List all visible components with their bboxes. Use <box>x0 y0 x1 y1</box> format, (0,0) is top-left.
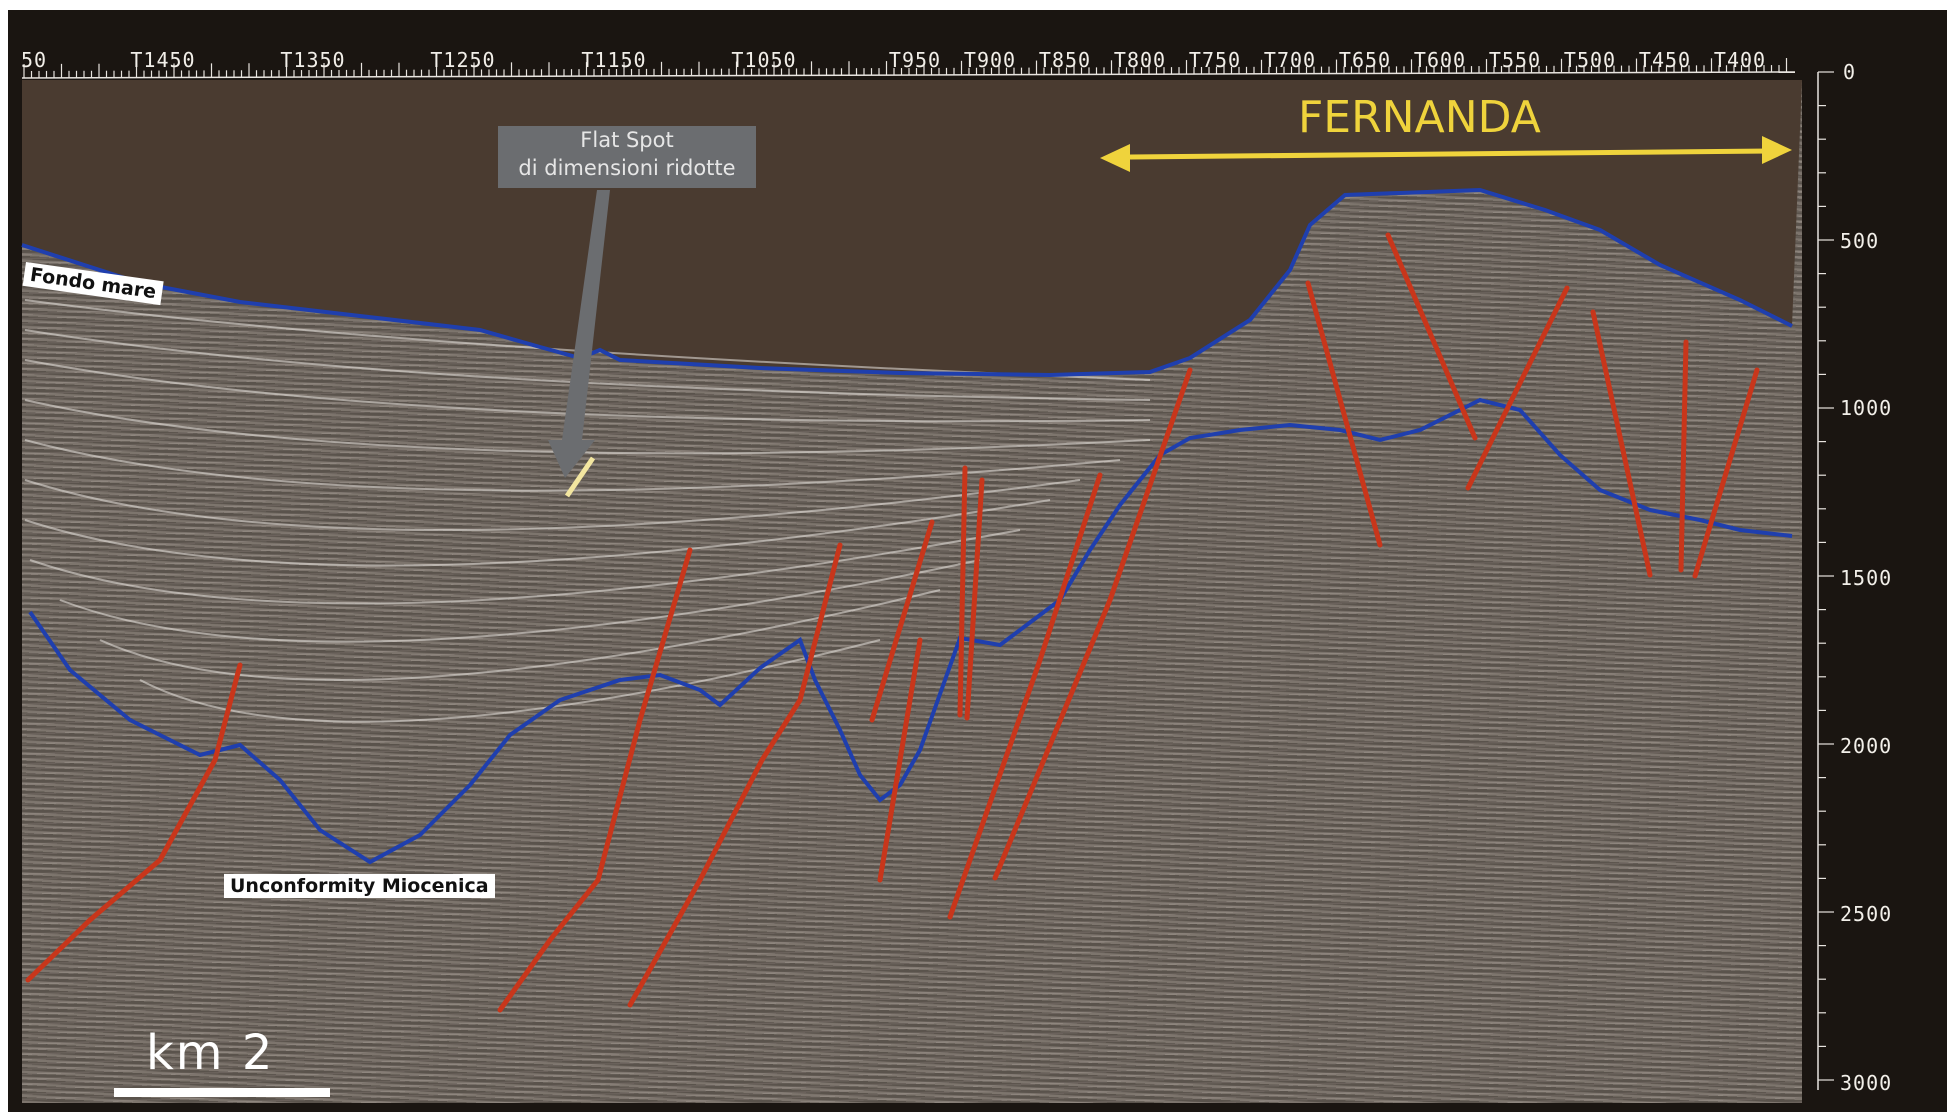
depth-label: 1500 <box>1840 566 1893 590</box>
trace-label: T900 <box>963 48 1017 72</box>
fault-line <box>947 472 1103 920</box>
callout-line-1: Flat Spot <box>580 128 674 152</box>
fault-line <box>1305 280 1383 548</box>
fault-line <box>1465 285 1570 491</box>
trace-label: T1450 <box>130 48 196 72</box>
basin-reflectors <box>24 299 1151 723</box>
trace-label: T950 <box>888 48 942 72</box>
depth-axis-ticks <box>1818 71 1834 1081</box>
fault-line <box>1678 339 1689 573</box>
callout-arrow <box>548 190 610 478</box>
depth-label: 2500 <box>1840 902 1893 926</box>
unconformity-label: Unconformity Miocenica <box>224 874 495 898</box>
trace-label: T800 <box>1113 48 1167 72</box>
flat-spot-marker <box>564 456 596 498</box>
trace-axis-ticks <box>23 58 1788 78</box>
trace-label: T1150 <box>581 48 647 72</box>
trace-label: T650 <box>1338 48 1392 72</box>
depth-label: 3000 <box>1840 1071 1893 1095</box>
depth-label: 2000 <box>1840 734 1893 758</box>
trace-axis <box>21 71 1796 79</box>
trace-label: T1350 <box>280 48 346 72</box>
trace-label: T1250 <box>430 48 496 72</box>
fault-line <box>964 477 985 721</box>
fernanda-label: FERNANDA <box>1298 92 1541 143</box>
trace-label: 50 <box>20 48 48 72</box>
fault-line <box>877 637 923 883</box>
depth-label: 0 <box>1843 60 1857 84</box>
flat-spot-callout: Flat Spot di dimensioni ridotte <box>498 126 756 188</box>
fault-line <box>1385 232 1478 441</box>
depth-label: 500 <box>1840 229 1880 253</box>
scale-bar-label: km 2 <box>146 1025 275 1081</box>
depth-label: 1000 <box>1840 396 1893 420</box>
fault-line <box>1692 367 1760 579</box>
trace-label: T400 <box>1713 48 1767 72</box>
scale-bar <box>114 1088 330 1097</box>
fault-lines <box>25 232 1760 1013</box>
fault-line <box>957 465 968 718</box>
fault-line <box>869 519 935 723</box>
seafloor-horizon <box>21 187 1793 378</box>
trace-label: T700 <box>1263 48 1317 72</box>
callout-line-2: di dimensioni ridotte <box>518 156 736 180</box>
unconformity-horizon <box>28 397 1793 865</box>
fernanda-extent-arrow <box>1100 136 1792 172</box>
fault-line <box>627 542 843 1008</box>
trace-label: T750 <box>1188 48 1242 72</box>
trace-label: T1050 <box>731 48 797 72</box>
trace-label: T600 <box>1413 48 1467 72</box>
fault-line <box>1590 309 1653 578</box>
fault-line <box>992 367 1193 881</box>
trace-label: T450 <box>1638 48 1692 72</box>
trace-label: T500 <box>1563 48 1617 72</box>
fault-line <box>497 547 693 1013</box>
trace-label: T550 <box>1488 48 1542 72</box>
trace-label: T850 <box>1038 48 1092 72</box>
fault-line <box>25 662 243 983</box>
